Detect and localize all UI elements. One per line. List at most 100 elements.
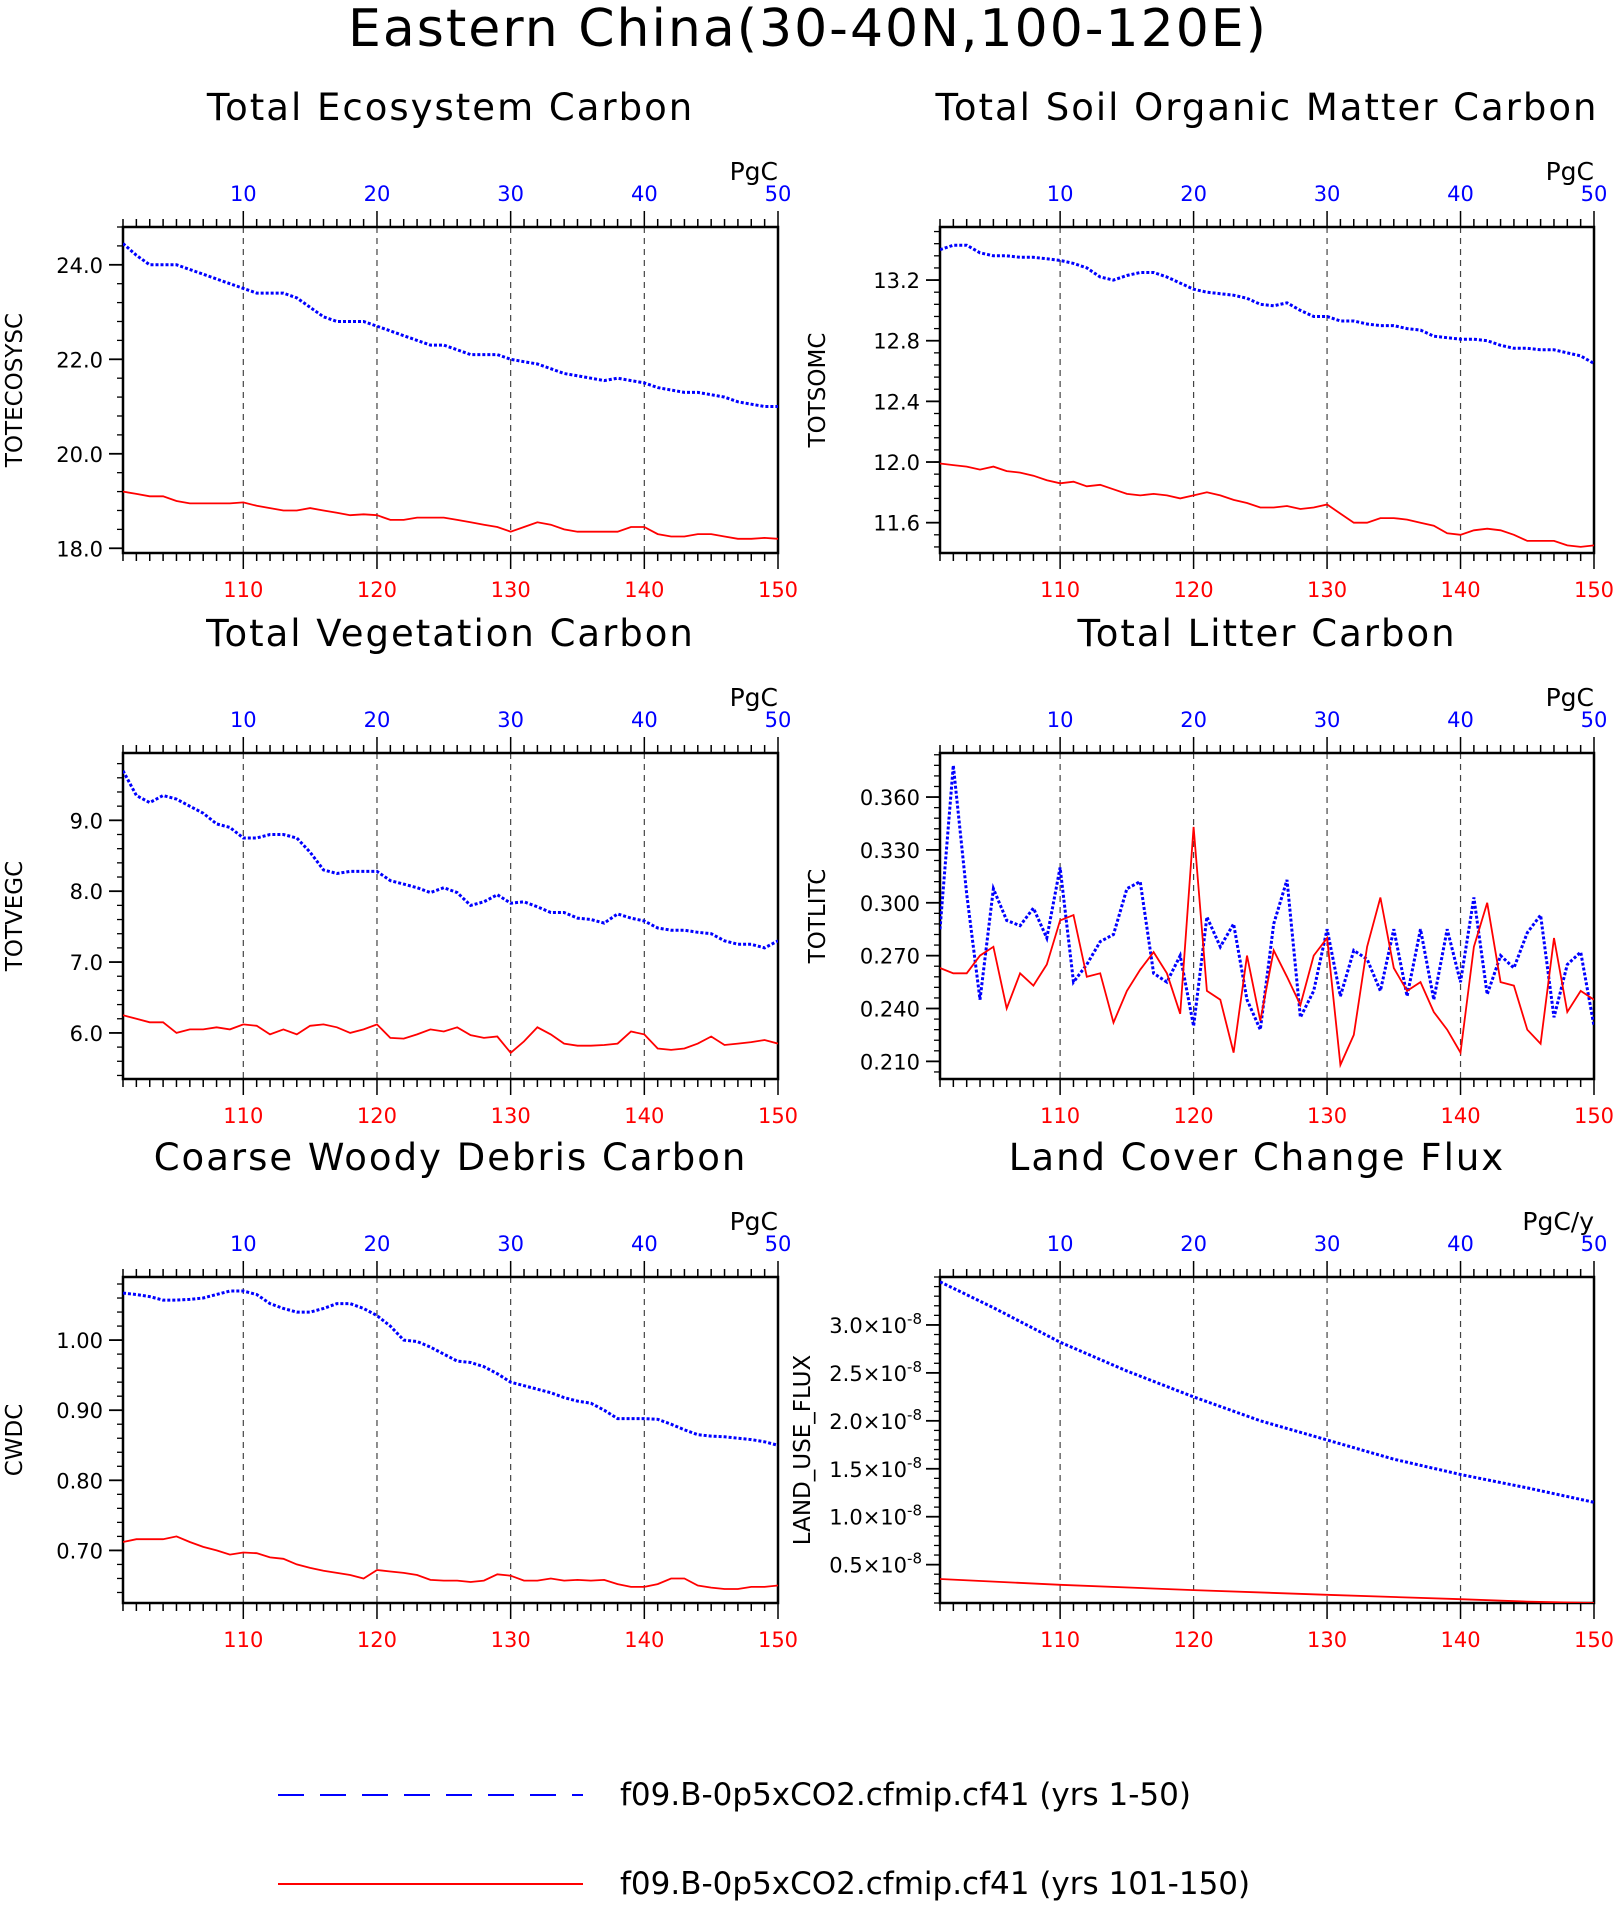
chart-panel-1: Total Soil Organic Matter Carbon PgC 10 20 3…	[805, 86, 1614, 602]
y-axis-label: LAND_USE_FLUX	[790, 1355, 816, 1546]
y-axis-label: TOTECOSYSC	[2, 313, 28, 468]
y-tick-label: 20.0	[56, 443, 103, 467]
panels: Total Ecosystem Carbon PgC 10 20 30 40 50 110 12…	[2, 86, 1614, 1652]
y-tick-label: 12.8	[873, 330, 920, 354]
chart-panel-3: Total Litter Carbon PgC 10 20 30 40 50 110 120 13…	[805, 612, 1614, 1128]
bottom-tick-label: 150	[1574, 578, 1614, 602]
y-tick-label: 1.00	[56, 1329, 103, 1353]
figure-title: Eastern China(30-40N,100-120E)	[348, 0, 1268, 59]
panel-title: Total Soil Organic Matter Carbon	[935, 86, 1599, 129]
bottom-tick-label: 150	[758, 578, 798, 602]
bottom-tick-label: 120	[357, 1628, 397, 1652]
series-line-years-1-50	[940, 765, 1594, 1036]
bottom-tick-label: 140	[624, 578, 664, 602]
y-tick-base: ×10	[863, 1506, 907, 1530]
panel-title: Total Ecosystem Carbon	[206, 86, 694, 129]
top-tick-label: 40	[631, 182, 658, 206]
y-tick-label: 0.330	[860, 839, 920, 863]
y-tick-label: 9.0	[70, 809, 103, 833]
top-tick-label: 50	[1581, 1232, 1608, 1256]
series-line-years-101-150	[123, 1535, 778, 1590]
bottom-tick-label: 150	[1574, 1628, 1614, 1652]
bottom-tick-label: 150	[758, 1104, 798, 1128]
y-tick-label: 1.5×10-8	[829, 1454, 922, 1482]
y-axis-label: CWDC	[2, 1404, 28, 1477]
top-tick-label: 40	[1447, 708, 1474, 732]
y-tick-label: 7.0	[70, 951, 103, 975]
top-tick-label: 10	[1047, 708, 1074, 732]
y-tick-base: ×10	[863, 1314, 907, 1338]
y-tick-exponent: -8	[907, 1406, 922, 1424]
bottom-tick-label: 150	[758, 1628, 798, 1652]
y-tick-label: 0.5×10-8	[829, 1550, 922, 1578]
y-tick-label: 13.2	[873, 269, 920, 293]
chart-panel-2: Total Vegetation Carbon PgC 10 20 30 40 50 110 1…	[2, 612, 798, 1128]
y-tick-label: 0.80	[56, 1469, 103, 1493]
y-tick-label: 3.0×10-8	[829, 1310, 922, 1338]
bottom-tick-label: 130	[491, 1104, 531, 1128]
legend: f09.B-0p5xCO2.cfmip.cf41 (yrs 1-50) f09.…	[278, 1777, 1250, 1902]
series-line-years-101-150	[940, 826, 1594, 1069]
top-tick-label: 10	[230, 182, 257, 206]
panel-title: Coarse Woody Debris Carbon	[154, 1136, 748, 1179]
y-tick-label: 0.70	[56, 1539, 103, 1563]
unit-label: PgC/y	[1522, 1207, 1594, 1236]
top-tick-label: 30	[497, 1232, 524, 1256]
bottom-tick-label: 110	[1040, 578, 1080, 602]
top-tick-label: 40	[631, 1232, 658, 1256]
bottom-tick-label: 130	[1307, 578, 1347, 602]
y-tick-label: 6.0	[70, 1022, 103, 1046]
series-line-years-1-50	[123, 1289, 778, 1447]
y-tick-base: ×10	[863, 1362, 907, 1386]
bottom-tick-label: 110	[1040, 1104, 1080, 1128]
top-tick-label: 20	[1180, 182, 1207, 206]
top-tick-label: 20	[364, 182, 391, 206]
bottom-tick-label: 130	[1307, 1628, 1347, 1652]
unit-label: PgC	[730, 683, 778, 712]
y-tick-exponent: -8	[907, 1550, 922, 1568]
top-tick-label: 20	[1180, 708, 1207, 732]
plot-frame	[121, 1275, 780, 1605]
top-tick-label: 50	[1581, 182, 1608, 206]
y-tick-label: 24.0	[56, 254, 103, 278]
plot-frame	[938, 225, 1596, 555]
panel-title: Land Cover Change Flux	[1009, 1136, 1505, 1179]
y-tick-label: 11.6	[873, 512, 920, 536]
y-tick-exponent: -8	[907, 1502, 922, 1520]
y-tick-base: ×10	[863, 1554, 907, 1578]
series-line-years-101-150	[123, 490, 778, 540]
bottom-tick-label: 130	[491, 1628, 531, 1652]
y-tick-label: 18.0	[56, 537, 103, 561]
top-tick-label: 50	[765, 182, 792, 206]
y-tick-label: 0.300	[860, 892, 920, 916]
bottom-tick-label: 120	[357, 578, 397, 602]
bottom-tick-label: 130	[1307, 1104, 1347, 1128]
y-tick-base: ×10	[863, 1458, 907, 1482]
bottom-tick-label: 140	[1440, 1628, 1480, 1652]
y-tick-label: 0.240	[860, 998, 920, 1022]
bottom-tick-label: 140	[624, 1104, 664, 1128]
y-tick-mantissa: 0.5	[829, 1554, 862, 1578]
y-axis-label: TOTSOMC	[805, 333, 831, 449]
top-tick-label: 30	[1314, 708, 1341, 732]
y-tick-label: 0.210	[860, 1050, 920, 1074]
y-tick-label: 12.0	[873, 451, 920, 475]
y-tick-mantissa: 2.5	[829, 1362, 862, 1386]
y-tick-mantissa: 2.0	[829, 1410, 862, 1434]
bottom-tick-label: 140	[1440, 578, 1480, 602]
bottom-tick-label: 120	[357, 1104, 397, 1128]
top-tick-label: 10	[1047, 182, 1074, 206]
bottom-tick-label: 110	[223, 1628, 263, 1652]
y-tick-label: 0.270	[860, 945, 920, 969]
top-tick-label: 50	[1581, 708, 1608, 732]
y-tick-mantissa: 3.0	[829, 1314, 862, 1338]
bottom-tick-label: 120	[1174, 578, 1214, 602]
top-tick-label: 10	[230, 1232, 257, 1256]
unit-label: PgC	[730, 157, 778, 186]
bottom-tick-label: 120	[1174, 1628, 1214, 1652]
top-tick-label: 20	[1180, 1232, 1207, 1256]
chart-panel-0: Total Ecosystem Carbon PgC 10 20 30 40 50 110 12…	[2, 86, 798, 602]
y-tick-mantissa: 1.5	[829, 1458, 862, 1482]
bottom-tick-label: 120	[1174, 1104, 1214, 1128]
